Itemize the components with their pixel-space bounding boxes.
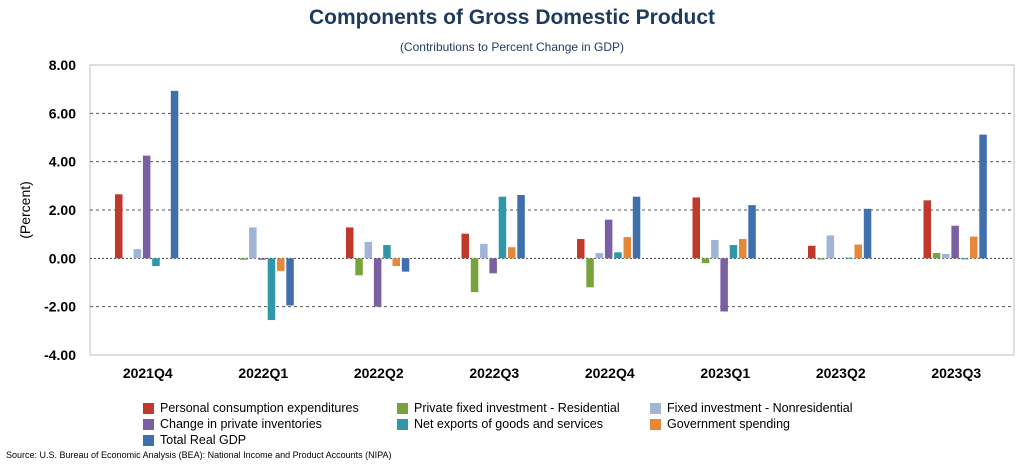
- bar: [623, 237, 631, 259]
- x-tick-label: 2023Q2: [816, 365, 866, 381]
- bar: [239, 258, 248, 260]
- bar: [923, 200, 931, 259]
- bar: [346, 227, 354, 259]
- bar: [489, 258, 497, 274]
- x-tick-label: 2022Q4: [585, 365, 635, 381]
- bar: [863, 208, 872, 259]
- bar: [517, 195, 525, 259]
- bar: [951, 225, 959, 259]
- bar: [258, 258, 266, 260]
- y-axis-label: (Percent): [17, 181, 33, 239]
- bar: [960, 258, 969, 260]
- y-tick-label: 6.00: [49, 105, 76, 121]
- y-tick-label: -2.00: [44, 299, 76, 315]
- bar: [170, 90, 179, 259]
- bar: [383, 245, 391, 259]
- bar: [470, 258, 479, 293]
- bar: [979, 134, 987, 259]
- bar: [267, 258, 276, 320]
- bar: [577, 239, 585, 259]
- y-tick-label: 4.00: [49, 154, 76, 170]
- x-tick-label: 2023Q1: [700, 365, 750, 381]
- bar: [133, 249, 142, 259]
- bar: [595, 253, 604, 259]
- x-tick-label: 2023Q3: [931, 365, 981, 381]
- bar: [373, 258, 382, 307]
- x-tick-label: 2021Q4: [123, 365, 173, 381]
- bar: [970, 236, 978, 259]
- y-tick-label: 2.00: [49, 202, 76, 218]
- y-tick-label: 8.00: [49, 57, 76, 73]
- bar: [942, 253, 950, 259]
- bar: [586, 258, 594, 288]
- bar: [729, 245, 738, 259]
- bar: [632, 196, 641, 259]
- y-tick-label: 0.00: [49, 250, 76, 266]
- bar: [401, 258, 410, 272]
- bar: [286, 258, 294, 306]
- bar: [692, 197, 700, 259]
- bar: [480, 243, 488, 259]
- bar: [142, 155, 151, 259]
- chart-subtitle: (Contributions to Percent Change in GDP): [399, 40, 625, 54]
- x-tick-label: 2022Q2: [354, 365, 404, 381]
- bar: [711, 239, 719, 259]
- bar: [364, 241, 373, 259]
- source-note: Source: U.S. Bureau of Economic Analysis…: [6, 450, 392, 460]
- bar: [826, 235, 835, 259]
- bar: [614, 252, 622, 259]
- bar: [392, 258, 400, 267]
- x-tick-label: 2022Q1: [238, 365, 288, 381]
- bar: [508, 247, 516, 259]
- bar: [277, 258, 285, 271]
- bar: [701, 258, 710, 264]
- bar: [854, 244, 862, 259]
- x-tick-label: 2022Q3: [469, 365, 519, 381]
- chart-title: Components of Gross Domestic Product: [308, 6, 716, 29]
- bar: [249, 227, 257, 259]
- bar: [739, 239, 747, 259]
- bar: [115, 194, 123, 259]
- bar: [604, 219, 613, 259]
- bar: [355, 258, 363, 276]
- bar: [817, 258, 825, 260]
- bar: [845, 257, 853, 259]
- bar: [461, 233, 469, 259]
- y-tick-label: -4.00: [44, 347, 76, 363]
- bar: [808, 245, 816, 259]
- bar: [748, 205, 756, 259]
- bar: [152, 258, 160, 267]
- bar: [498, 196, 507, 259]
- bar: [720, 258, 728, 312]
- bar: [932, 253, 941, 259]
